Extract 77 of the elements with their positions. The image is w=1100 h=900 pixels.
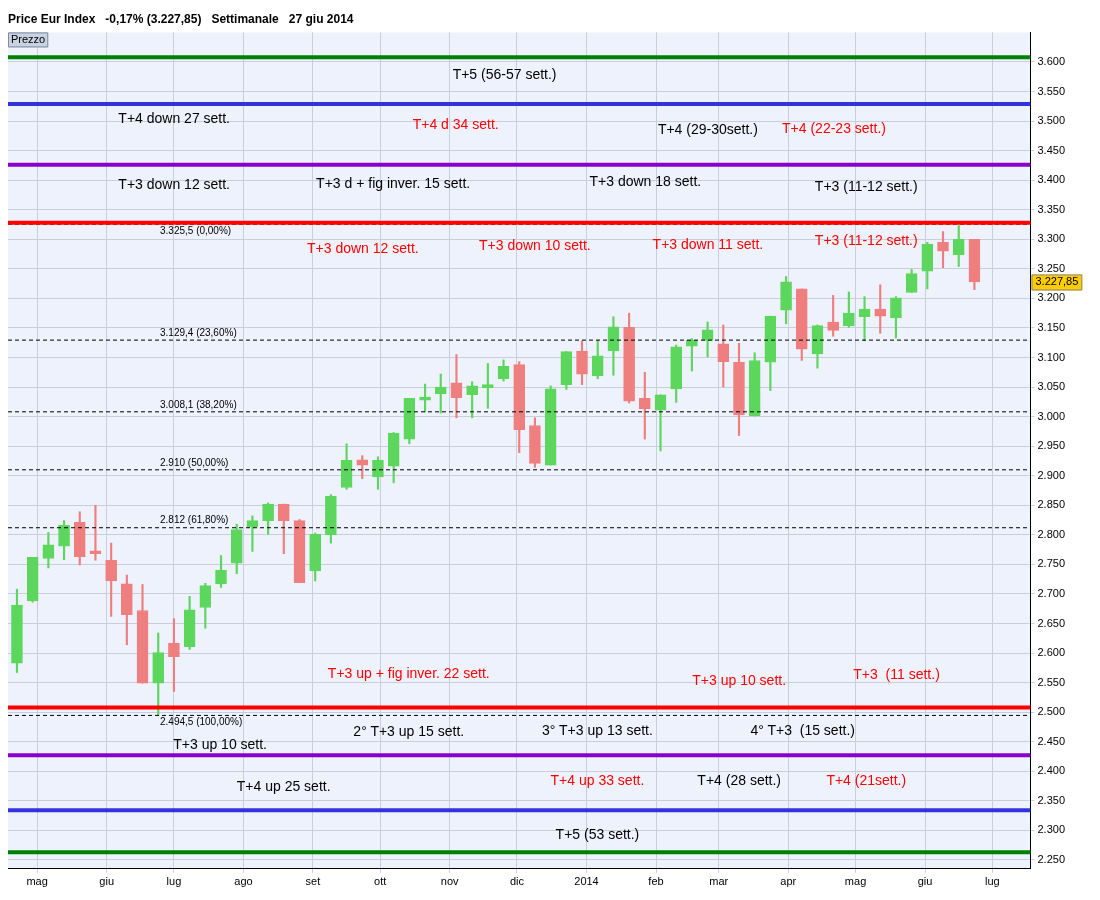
y-tick-label: 2.750 <box>1037 557 1065 570</box>
x-tick-label: ott <box>374 875 387 888</box>
y-tick-label: 2.500 <box>1037 705 1065 718</box>
ref-line-label: 2.494,5 (100,00%) <box>160 716 243 728</box>
y-tick-label: 3.100 <box>1037 350 1065 363</box>
y-tick-label: 2.800 <box>1037 527 1065 540</box>
annotation: T+3 down 12 sett. <box>118 176 231 193</box>
annotation: T+3 down 10 sett. <box>479 237 591 254</box>
annotation: T+4 up 33 sett. <box>550 772 645 789</box>
x-tick-label: apr <box>780 875 797 888</box>
y-tick-label: 2.250 <box>1037 852 1065 865</box>
ref-line-label: 2.910 (50,00%) <box>160 456 229 468</box>
y-tick-label: 3.550 <box>1037 84 1065 97</box>
annotation: T+3 up + fig inver. 22 sett. <box>327 664 490 681</box>
y-tick-label: 2.550 <box>1037 675 1065 688</box>
annotation: 4° T+3 (15 sett.) <box>750 722 855 739</box>
y-tick-label: 3.300 <box>1037 232 1065 245</box>
y-tick-label: 3.050 <box>1037 380 1065 393</box>
y-tick-label: 2.300 <box>1037 823 1065 836</box>
y-tick-label: 2.950 <box>1037 439 1065 452</box>
y-tick-label: 3.350 <box>1037 202 1065 215</box>
y-tick-label: 2.850 <box>1037 498 1065 511</box>
x-tick-label: 2014 <box>574 875 599 888</box>
annotation: 3° T+3 up 13 sett. <box>542 722 653 739</box>
y-tick-label: 3.600 <box>1037 54 1065 67</box>
annotation: T+4 down 27 sett. <box>118 110 231 127</box>
annotation: T+4 d 34 sett. <box>412 116 499 133</box>
annotation: T+3 down 12 sett. <box>306 240 419 257</box>
y-tick-label: 2.700 <box>1037 586 1065 599</box>
x-tick-label: mar <box>709 875 729 888</box>
x-tick-label: giu <box>99 875 114 888</box>
x-tick-label: set <box>305 875 321 888</box>
ref-line-label: 3.129,4 (23,60%) <box>160 326 237 338</box>
y-tick-label: 3.000 <box>1037 409 1065 422</box>
annotation: T+3 up 10 sett. <box>692 671 787 688</box>
y-tick-label: 2.600 <box>1037 646 1065 659</box>
y-tick-label: 3.150 <box>1037 320 1065 333</box>
annotation: T+4 (28 sett.) <box>697 772 781 789</box>
annotation: T+4 (29-30sett.) <box>657 121 758 138</box>
annotation: T+3 up 10 sett. <box>173 735 268 752</box>
annotation: T+3 (11-12 sett.) <box>814 178 918 195</box>
ref-line-label: 2.812 (61,80%) <box>160 514 229 526</box>
annotation: T+4 (22-23 sett.) <box>782 120 886 137</box>
annotation: T+5 (56-57 sett.) <box>452 65 557 82</box>
y-tick-label: 2.650 <box>1037 616 1065 629</box>
annotation: T+4 up 25 sett. <box>236 778 331 795</box>
annotation: 2° T+3 up 15 sett. <box>353 723 465 740</box>
annotation: T+5 (53 sett.) <box>555 825 640 842</box>
ref-line-label: 3.325,5 (0,00%) <box>160 224 232 236</box>
y-tick-label: 3.500 <box>1037 114 1065 127</box>
text: 3.227,85 <box>1035 275 1079 288</box>
annotation: Prezzo <box>11 33 46 46</box>
annotation: T+3 d + fig inver. 15 sett. <box>316 175 471 192</box>
annotation: T+3 down 18 sett. <box>589 173 702 190</box>
x-tick-label: mag <box>26 875 48 888</box>
x-tick-label: dic <box>509 875 525 888</box>
x-tick-label: mag <box>844 875 867 888</box>
x-tick-label: ago <box>234 875 253 888</box>
x-tick-label: lug <box>985 875 1000 888</box>
y-tick-label: 2.450 <box>1037 734 1065 747</box>
annotation: T+4 (21sett.) <box>826 772 907 789</box>
chart-title: Price Eur Index -0,17% (3.227,85) Settimanale 27 giu 2014 <box>8 11 354 26</box>
y-tick-label: 3.450 <box>1037 143 1065 156</box>
ref-line-label: 3.008,1 (38,20%) <box>160 398 237 410</box>
y-tick-label: 2.400 <box>1037 764 1065 777</box>
y-tick-label: 2.350 <box>1037 793 1065 806</box>
annotation: T+3 down 11 sett. <box>652 235 764 252</box>
y-tick-label: 2.900 <box>1037 468 1065 481</box>
x-tick-label: giu <box>917 875 933 888</box>
y-tick-label: 3.400 <box>1037 173 1065 186</box>
y-tick-label: 3.250 <box>1037 261 1065 274</box>
x-tick-label: feb <box>648 875 664 888</box>
annotation: T+3 (11 sett.) <box>853 665 940 682</box>
x-tick-label: lug <box>166 875 182 888</box>
y-tick-label: 3.200 <box>1037 291 1065 304</box>
x-tick-label: nov <box>440 875 460 888</box>
annotation: T+3 (11-12 sett.) <box>814 231 918 248</box>
